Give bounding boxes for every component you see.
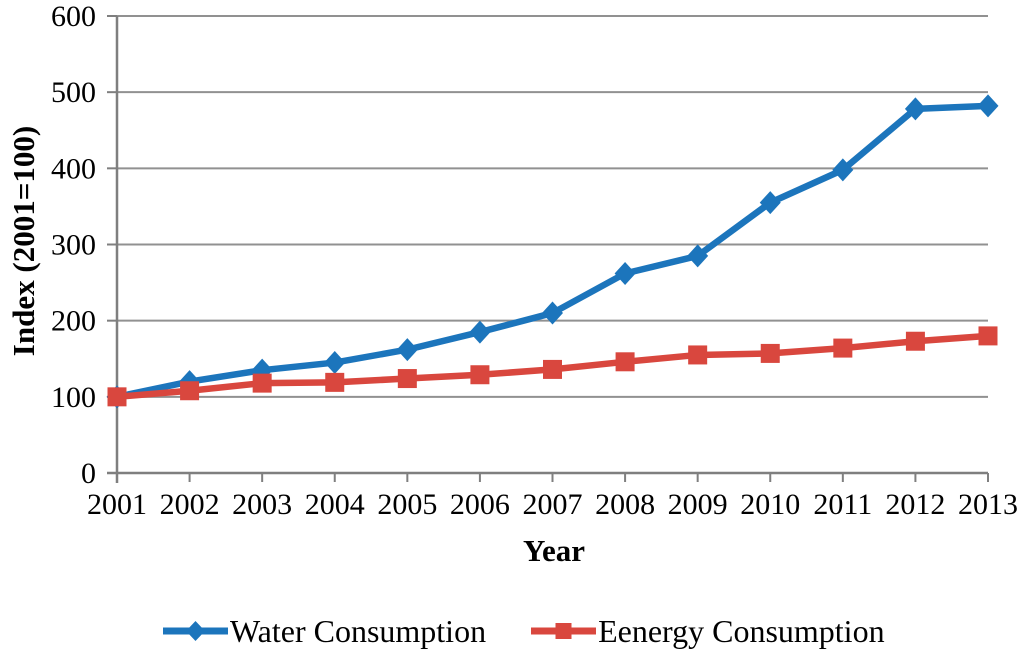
data-point-diamond-icon — [324, 351, 346, 375]
x-tick-label: 2001 — [87, 488, 147, 521]
data-point-square-icon — [688, 345, 708, 365]
x-tick-label: 2006 — [450, 488, 510, 521]
x-tick-label: 2013 — [958, 488, 1018, 521]
data-point-square-icon — [615, 352, 635, 372]
legend-label-water-consumption: Water Consumption — [230, 613, 487, 649]
data-point-square-icon — [760, 343, 780, 363]
x-tick-label: 2008 — [595, 488, 655, 521]
legend-label-energy-consumption: Eenergy Consumption — [598, 613, 885, 649]
x-tick-label: 2007 — [523, 488, 583, 521]
data-point-square-icon — [978, 326, 998, 346]
x-tick-label: 2003 — [232, 488, 292, 521]
data-point-diamond-icon — [614, 261, 636, 285]
data-point-diamond-icon — [469, 320, 491, 344]
data-point-square-icon — [543, 359, 562, 379]
y-tick-label: 100 — [51, 381, 96, 414]
data-point-diamond-icon — [977, 94, 999, 118]
y-axis-title: Index (2001=100) — [6, 125, 41, 357]
data-point-diamond-icon — [396, 338, 418, 362]
legend: Water Consumption Eenergy Consumption — [163, 615, 885, 647]
data-point-square-icon — [180, 381, 200, 401]
legend-item-water-consumption: Water Consumption — [163, 615, 486, 647]
x-tick-label: 2002 — [160, 488, 220, 521]
data-point-diamond-icon — [687, 244, 709, 268]
data-point-square-icon — [397, 369, 417, 389]
data-point-diamond-icon — [759, 191, 781, 215]
y-tick-label: 300 — [51, 229, 96, 262]
data-point-square-icon — [470, 365, 490, 385]
series-line-0 — [113, 102, 992, 401]
data-point-diamond-icon — [904, 97, 926, 121]
x-tick-label: 2005 — [377, 488, 437, 521]
y-tick-label: 200 — [51, 305, 96, 338]
data-point-square-icon — [325, 372, 345, 392]
data-point-square-icon — [833, 338, 853, 358]
water-legend-swatch — [163, 621, 228, 641]
y-tick-label: 400 — [51, 152, 96, 185]
x-axis-title: Year — [523, 533, 585, 568]
x-tick-label: 2012 — [885, 488, 945, 521]
x-tick-label: 2010 — [740, 488, 800, 521]
y-tick-label: 500 — [51, 76, 96, 109]
energy-legend-square-icon — [555, 623, 572, 639]
y-tick-label: 0 — [81, 457, 96, 490]
data-point-diamond-icon — [832, 158, 854, 182]
data-point-diamond-icon — [542, 301, 563, 325]
x-tick-label: 2004 — [305, 488, 365, 521]
legend-item-energy-consumption: Eenergy Consumption — [531, 615, 885, 647]
data-point-square-icon — [107, 387, 127, 407]
data-point-square-icon — [252, 373, 272, 393]
y-tick-label: 600 — [51, 0, 96, 33]
x-tick-label: 2011 — [813, 488, 872, 521]
energy-legend-swatch — [531, 623, 597, 639]
water-legend-diamond-icon — [186, 621, 205, 641]
data-point-square-icon — [905, 331, 925, 351]
x-tick-label: 2009 — [668, 488, 728, 521]
